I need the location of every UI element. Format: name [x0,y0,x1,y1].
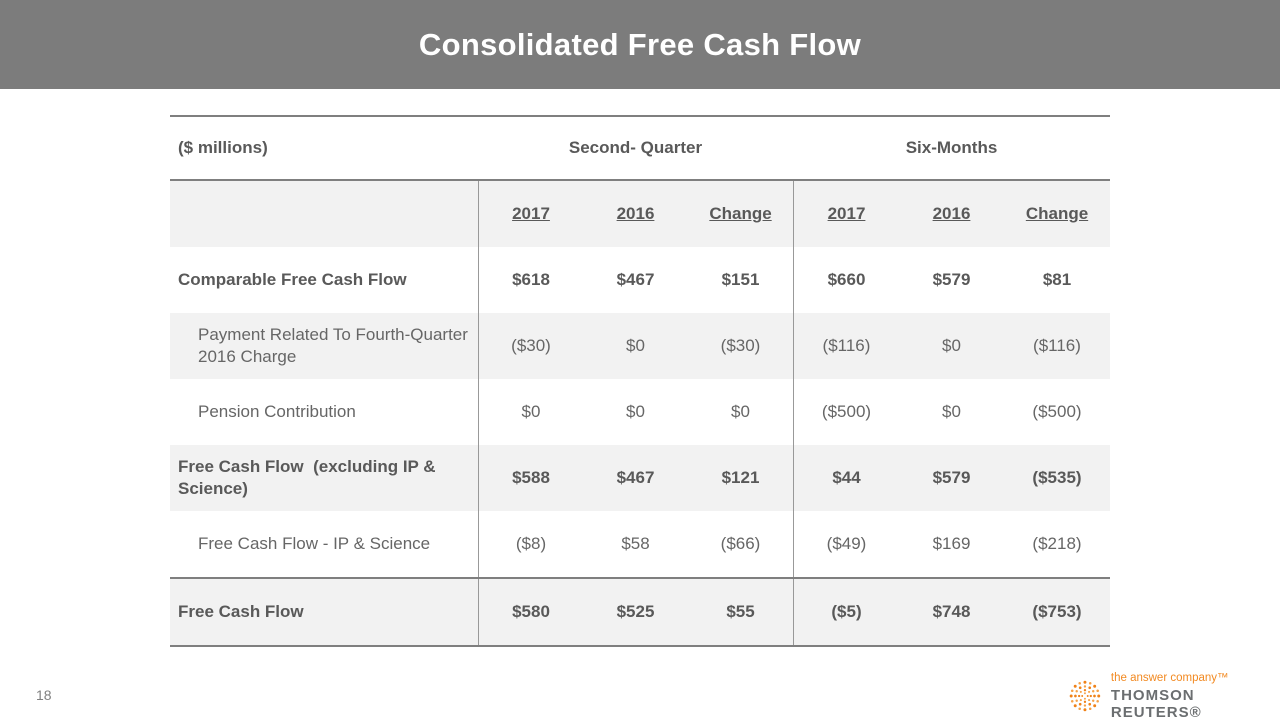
table-corner-cell [170,181,478,247]
group-header-six-months: Six-Months [905,138,998,157]
value-cell: ($30) [478,313,583,379]
value-cell: $618 [478,247,583,313]
row-label: Pension Contribution [198,401,356,421]
slide-title: Consolidated Free Cash Flow [418,26,862,62]
value-cell: ($66) [720,534,761,553]
value-cell: $588 [478,445,583,511]
row-label: Payment Related To Fourth-Quarter 2016 C… [198,324,473,366]
row-label: Free Cash Flow [178,601,304,621]
column-header-q-change: Change [709,204,772,223]
value-cell: $0 [942,336,961,355]
table-row-payment-q4-charge: Payment Related To Fourth-Quarter 2016 C… [170,313,1110,379]
logo-brand: THOMSON REUTERS® [1110,686,1202,720]
free-cash-flow-table: ($ millions) Second- Quarter Six-Months … [170,115,1110,647]
value-cell: $121 [721,468,760,487]
table-group-header-row: ($ millions) Second- Quarter Six-Months [170,117,1110,181]
row-label: Comparable Free Cash Flow [178,269,407,289]
column-header-q-2017: 2017 [478,181,583,247]
value-cell: $0 [478,379,583,445]
value-cell: $151 [721,270,760,289]
value-cell: $580 [478,579,583,645]
value-cell: $0 [731,402,750,421]
value-cell: $467 [616,270,655,289]
value-cell: ($116) [1033,336,1081,355]
value-cell: ($500) [1032,402,1082,421]
table-column-header-row: 2017 2016 Change 2017 2016 Change [170,181,1110,247]
slide-title-bar: Consolidated Free Cash Flow [0,0,1280,89]
value-cell: $0 [626,336,645,355]
thomson-reuters-kinesis-icon [1069,681,1101,712]
value-cell: $467 [616,468,655,487]
value-cell: $44 [793,445,899,511]
table-row-pension-contribution: Pension Contribution $0 $0 $0 ($500) $0 … [170,379,1110,445]
row-label: Free Cash Flow - IP & Science [198,533,431,553]
thomson-reuters-logo: the answer company™ THOMSON REUTERS® [1068,672,1280,720]
value-cell: $169 [932,534,971,553]
column-header-6m-2017: 2017 [793,181,899,247]
value-cell: $748 [932,602,971,621]
value-cell: $579 [932,270,971,289]
table-row-comparable-fcf: Comparable Free Cash Flow $618 $467 $151… [170,247,1110,313]
value-cell: $660 [793,247,899,313]
table-row-fcf-excluding-ip-science: Free Cash Flow (excluding IP & Science) … [170,445,1110,511]
value-cell: $0 [942,402,961,421]
logo-tagline: the answer company™ [1110,672,1229,684]
value-cell: $81 [1042,270,1072,289]
value-cell: $55 [726,602,755,621]
value-cell: ($218) [1032,534,1082,553]
value-cell: ($5) [793,579,899,645]
column-header-6m-2016: 2016 [932,204,971,223]
units-label: ($ millions) [178,138,268,157]
group-header-second-quarter: Second- Quarter [568,138,703,157]
table-row-free-cash-flow-total: Free Cash Flow $580 $525 $55 ($5) $748 (… [170,577,1110,645]
value-cell: $525 [616,602,655,621]
row-label: Free Cash Flow (excluding IP & Science) [178,456,441,498]
value-cell: $58 [621,534,650,553]
logo-text-block: the answer company™ THOMSON REUTERS® [1111,672,1280,720]
value-cell: ($535) [1032,468,1082,487]
value-cell: ($753) [1032,602,1082,621]
page-number: 18 [36,687,52,703]
value-cell: ($8) [478,511,583,577]
value-cell: ($500) [793,379,899,445]
column-header-q-2016: 2016 [616,204,655,223]
value-cell: $0 [626,402,645,421]
table-row-fcf-ip-science: Free Cash Flow - IP & Science ($8) $58 (… [170,511,1110,577]
value-cell: $579 [932,468,971,487]
value-cell: ($116) [793,313,899,379]
value-cell: ($49) [793,511,899,577]
column-header-6m-change: Change [1025,204,1089,223]
value-cell: ($30) [720,336,761,355]
